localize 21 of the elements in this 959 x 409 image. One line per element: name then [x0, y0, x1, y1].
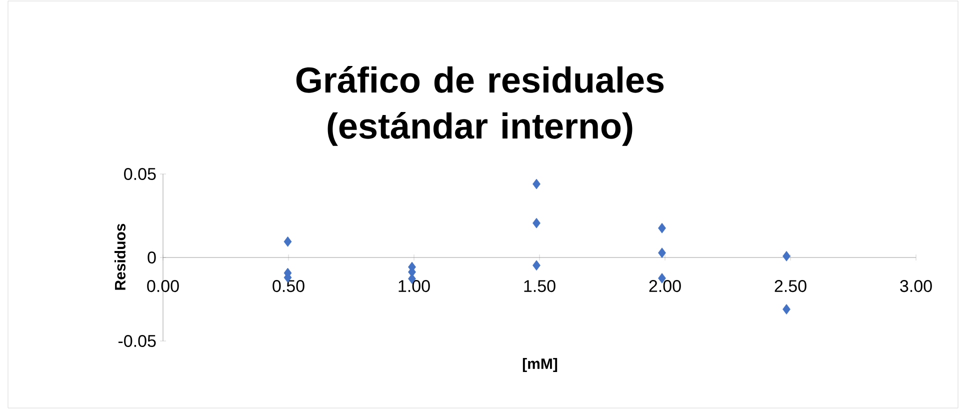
x-tick-label: 2.50 — [774, 280, 806, 292]
x-axis-title: [mM] — [522, 358, 558, 372]
y-tick-label: 0 — [148, 251, 156, 264]
point — [532, 178, 540, 190]
y-tick-label: 0.05 — [124, 168, 156, 180]
chart-title: Gráfico de residuales (estándar interno) — [296, 66, 664, 146]
point — [658, 248, 666, 258]
point — [782, 250, 790, 262]
x-tick-label: 3.00 — [900, 280, 932, 292]
point — [532, 218, 540, 228]
x-tick-label: 2.00 — [649, 280, 681, 292]
x-tick-label: 0.50 — [272, 280, 304, 292]
y-tick-label: -0.05 — [118, 334, 156, 348]
point — [284, 236, 292, 247]
x-tick-label: 1.50 — [524, 280, 556, 292]
point — [532, 260, 540, 271]
x-tick-label: 1.00 — [398, 280, 430, 292]
point — [658, 222, 666, 234]
point — [782, 304, 790, 314]
x-tick-label: 0.00 — [147, 280, 179, 292]
y-axis-title: Residuos — [114, 224, 126, 290]
